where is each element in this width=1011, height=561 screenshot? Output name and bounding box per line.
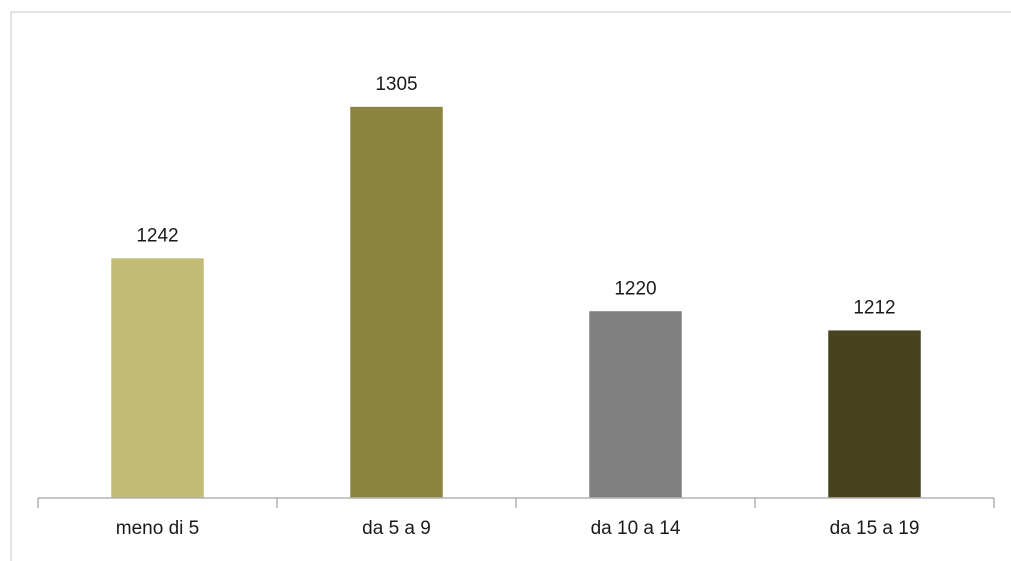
x-axis-ticks bbox=[37, 498, 995, 508]
bar-value-label: 1305 bbox=[375, 74, 417, 95]
x-tick-label: meno di 5 bbox=[116, 518, 199, 539]
bar-value-label: 1242 bbox=[136, 226, 178, 247]
bar bbox=[826, 328, 923, 499]
bar bbox=[587, 309, 684, 499]
x-tick-label: da 15 a 19 bbox=[830, 518, 920, 539]
data-labels: 1242 1305 1220 1212 bbox=[136, 74, 895, 319]
bar-value-label: 1220 bbox=[614, 278, 656, 299]
bar bbox=[348, 105, 445, 499]
bar bbox=[109, 256, 206, 499]
x-axis-tick-labels: meno di 5 da 5 a 9 da 10 a 14 da 15 a 19 bbox=[116, 518, 920, 539]
x-tick-label: da 10 a 14 bbox=[591, 518, 681, 539]
x-tick-label: da 5 a 9 bbox=[362, 518, 431, 539]
bar-series bbox=[109, 105, 923, 499]
bar-value-label: 1212 bbox=[853, 298, 895, 319]
